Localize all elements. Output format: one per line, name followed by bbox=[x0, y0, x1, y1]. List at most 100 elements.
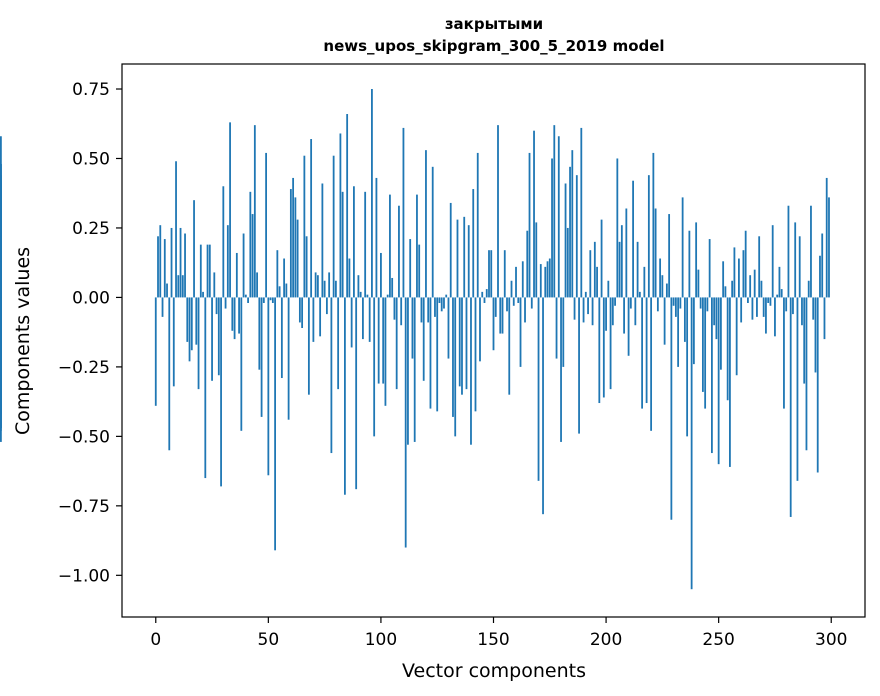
bar-3 bbox=[161, 297, 164, 317]
bar-279 bbox=[783, 297, 785, 409]
bar-31 bbox=[224, 297, 227, 309]
bar-202 bbox=[609, 297, 612, 390]
bar-243 bbox=[701, 297, 704, 392]
bar-268 bbox=[758, 236, 761, 298]
bar-11 bbox=[179, 227, 182, 298]
bar-74 bbox=[321, 183, 324, 298]
bar-172 bbox=[542, 297, 544, 515]
bar-183 bbox=[566, 227, 569, 298]
bar-96 bbox=[371, 89, 373, 298]
bar-223 bbox=[656, 297, 659, 312]
bar-275 bbox=[774, 297, 776, 337]
y-tick-label: −1.00 bbox=[58, 566, 110, 586]
bar-178 bbox=[555, 297, 558, 359]
bar-194 bbox=[591, 297, 594, 326]
bar-229 bbox=[670, 297, 673, 520]
bar-137 bbox=[463, 216, 466, 298]
bar-22 bbox=[204, 297, 207, 479]
bar-193 bbox=[589, 250, 592, 298]
bar-289 bbox=[805, 297, 808, 451]
bar-92 bbox=[362, 297, 364, 340]
bar-33 bbox=[229, 122, 231, 298]
y-axis-label: Components values bbox=[12, 247, 34, 435]
bar-176 bbox=[551, 158, 553, 298]
bar-142 bbox=[474, 297, 477, 412]
bar-259 bbox=[738, 258, 740, 298]
bar-284 bbox=[794, 222, 797, 298]
bar-200 bbox=[605, 297, 607, 331]
bar-286 bbox=[798, 236, 801, 298]
bar-167 bbox=[530, 297, 533, 309]
bar-239 bbox=[692, 297, 695, 365]
bar-285 bbox=[796, 297, 799, 481]
bar-51 bbox=[269, 297, 272, 301]
bar-7 bbox=[170, 227, 173, 298]
bar-40 bbox=[244, 294, 247, 298]
x-tick-label: 50 bbox=[258, 630, 280, 650]
bar-94 bbox=[366, 294, 369, 298]
bar-123 bbox=[431, 166, 434, 298]
bar-175 bbox=[548, 258, 551, 298]
bar-88 bbox=[353, 186, 355, 298]
bar-209 bbox=[625, 208, 628, 298]
bar-139 bbox=[467, 225, 470, 298]
bar-294 bbox=[816, 297, 819, 473]
bar-258 bbox=[735, 297, 738, 376]
bar-228 bbox=[668, 214, 671, 298]
y-tick-label: −0.25 bbox=[58, 358, 110, 378]
bar-269 bbox=[760, 280, 763, 298]
y-tick-label: −0.50 bbox=[58, 427, 110, 447]
bar-131 bbox=[449, 202, 452, 298]
bar-47 bbox=[260, 297, 263, 417]
bar-248 bbox=[713, 297, 716, 326]
bar-165 bbox=[526, 230, 529, 298]
bar-82 bbox=[339, 133, 342, 298]
bar-115 bbox=[413, 297, 416, 442]
bar-191 bbox=[584, 291, 587, 298]
bar-224 bbox=[659, 258, 662, 298]
bar-113 bbox=[409, 239, 412, 298]
bar-69 bbox=[310, 139, 313, 298]
bar-93 bbox=[364, 191, 367, 298]
bar-169 bbox=[535, 222, 538, 298]
bar-166 bbox=[528, 152, 531, 298]
bar-156 bbox=[506, 297, 508, 312]
bar-291 bbox=[810, 205, 812, 298]
bar-235 bbox=[683, 297, 686, 342]
bar-288 bbox=[803, 297, 806, 384]
bar-208 bbox=[623, 297, 625, 334]
bar-215 bbox=[638, 291, 641, 298]
bar-206 bbox=[618, 241, 621, 298]
bar-130 bbox=[447, 297, 450, 359]
bar-34 bbox=[231, 297, 234, 331]
bar-227 bbox=[665, 283, 668, 298]
bar-62 bbox=[294, 197, 297, 298]
bar-198 bbox=[600, 219, 603, 298]
x-tick-label: 200 bbox=[590, 630, 622, 650]
bar-124 bbox=[434, 297, 436, 317]
bar-25 bbox=[211, 297, 213, 381]
bar-76 bbox=[325, 297, 328, 315]
x-tick-label: 0 bbox=[150, 630, 161, 650]
bar-157 bbox=[508, 297, 511, 395]
bar-undefined bbox=[0, 261, 2, 298]
bar-64 bbox=[298, 297, 301, 323]
bar-97 bbox=[373, 297, 376, 437]
bar-136 bbox=[461, 297, 463, 395]
bar-296 bbox=[821, 233, 824, 298]
bar-35 bbox=[233, 297, 236, 340]
bar-14 bbox=[186, 297, 189, 342]
bar-261 bbox=[742, 250, 745, 298]
bar-86 bbox=[348, 258, 351, 298]
bar-145 bbox=[481, 291, 484, 298]
bar-32 bbox=[226, 225, 229, 298]
bar-133 bbox=[454, 297, 457, 437]
bar-255 bbox=[729, 297, 731, 467]
bar-80 bbox=[334, 280, 337, 298]
bar-42 bbox=[249, 191, 252, 298]
bar-158 bbox=[510, 280, 513, 298]
bar-180 bbox=[560, 297, 562, 442]
bar-30 bbox=[222, 186, 225, 298]
bar-72 bbox=[316, 275, 319, 298]
